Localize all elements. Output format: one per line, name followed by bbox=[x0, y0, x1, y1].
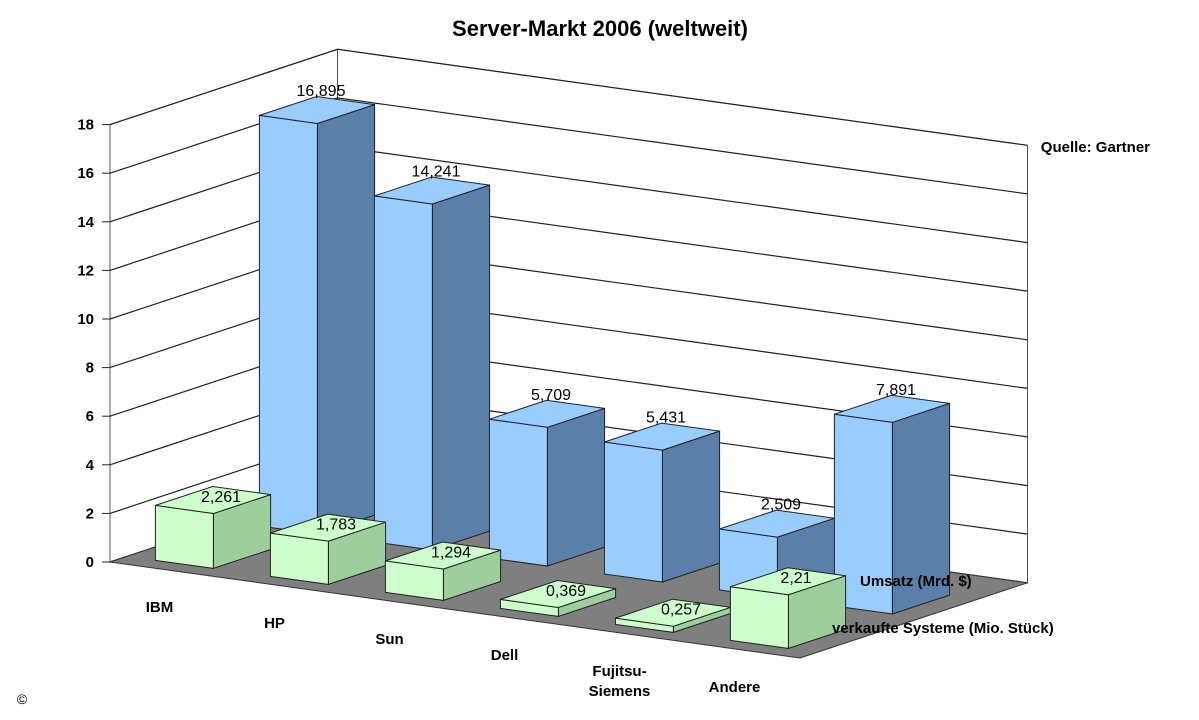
bar-umsatz bbox=[488, 399, 606, 567]
data-label: 7,891 bbox=[876, 382, 916, 399]
y-tick-label: 14 bbox=[77, 214, 94, 231]
x-tick-label: Sun bbox=[375, 631, 403, 648]
bar-top bbox=[500, 579, 616, 609]
data-label: 2,261 bbox=[201, 489, 241, 506]
bar-top bbox=[489, 399, 605, 428]
data-label: 0,257 bbox=[661, 602, 701, 619]
bar-top bbox=[730, 567, 846, 596]
data-label: 2,509 bbox=[761, 497, 801, 514]
data-label: 5,431 bbox=[646, 410, 686, 427]
chart-title: Server-Markt 2006 (weltweit) bbox=[452, 16, 748, 41]
copyright-mark: © bbox=[17, 691, 28, 707]
bar-front bbox=[154, 504, 214, 569]
bar-systeme bbox=[384, 541, 502, 602]
bar-systeme bbox=[154, 485, 272, 570]
bar-systeme bbox=[499, 579, 617, 618]
bar-front bbox=[488, 418, 548, 567]
data-label: 2,21 bbox=[780, 570, 811, 587]
bar-front bbox=[258, 114, 318, 535]
data-label: 0,369 bbox=[546, 583, 586, 600]
bar-top bbox=[155, 485, 271, 515]
bar-top bbox=[834, 394, 950, 423]
bar-top bbox=[259, 95, 375, 125]
bar-side bbox=[316, 103, 376, 535]
data-label: 16,895 bbox=[297, 83, 346, 100]
x-tick-label: Andere bbox=[709, 679, 761, 696]
series-label: Umsatz (Mrd. $) bbox=[860, 573, 972, 590]
bar-systeme bbox=[729, 567, 847, 650]
bar-top bbox=[604, 422, 720, 451]
bar-top bbox=[270, 513, 386, 542]
bar-front bbox=[269, 532, 329, 585]
x-tick-label: IBM bbox=[146, 599, 174, 616]
bar-umsatz bbox=[833, 394, 951, 615]
y-tick-label: 16 bbox=[77, 165, 94, 182]
bar-umsatz bbox=[603, 422, 721, 583]
x-tick-label: Siemens bbox=[589, 683, 651, 700]
source-note: Quelle: Gartner bbox=[1041, 139, 1150, 156]
bar-umsatz bbox=[258, 95, 376, 535]
bar-front bbox=[603, 441, 663, 583]
data-label: 1,783 bbox=[316, 517, 356, 534]
gridline bbox=[109, 97, 1028, 195]
data-label: 1,294 bbox=[431, 545, 471, 562]
y-tick-label: 10 bbox=[77, 311, 94, 328]
x-tick-label: Fujitsu- bbox=[592, 663, 646, 680]
bar-side bbox=[661, 430, 721, 583]
data-label: 5,709 bbox=[531, 387, 571, 404]
bar-side bbox=[431, 184, 491, 551]
bar-top bbox=[374, 176, 490, 205]
bar-top bbox=[385, 541, 501, 570]
x-tick-label: HP bbox=[264, 615, 285, 632]
plot-area: 0 2 4 6 8 10 12 14 16 18 16,895 14,241 5,709 5,431 2,5… bbox=[77, 48, 1054, 700]
x-tick-label: Dell bbox=[491, 647, 519, 664]
data-label: 14,241 bbox=[412, 163, 461, 180]
series-label: verkaufte Systeme (Mio. Stück) bbox=[832, 620, 1054, 637]
bar-front bbox=[729, 586, 789, 649]
y-tick-label: 18 bbox=[77, 117, 94, 134]
y-tick-label: 6 bbox=[86, 408, 94, 425]
gridline bbox=[109, 48, 1028, 146]
y-tick-label: 8 bbox=[86, 360, 94, 377]
y-tick-label: 2 bbox=[86, 505, 94, 522]
y-tick-label: 12 bbox=[77, 262, 94, 279]
bar-systeme bbox=[269, 513, 387, 586]
bar-umsatz bbox=[373, 176, 491, 551]
bar-side bbox=[546, 407, 606, 567]
y-tick-label: 4 bbox=[86, 457, 95, 474]
y-tick-label: 0 bbox=[86, 554, 94, 571]
bar-front bbox=[373, 195, 433, 551]
